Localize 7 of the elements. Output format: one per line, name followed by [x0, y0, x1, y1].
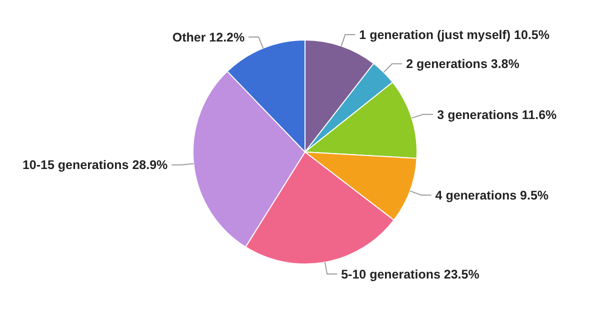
slice-label: 2 generations 3.8%	[406, 57, 520, 72]
slice-label: 5-10 generations 23.5%	[341, 267, 480, 282]
slice-label: 1 generation (just myself) 10.5%	[359, 28, 550, 42]
slice-label: 3 generations 11.6%	[437, 108, 557, 122]
slice-label: Other 12.2%	[172, 30, 245, 44]
slice-label: 4 generations 9.5%	[435, 188, 549, 202]
slice-label: 10-15 generations 28.9%	[22, 158, 168, 172]
